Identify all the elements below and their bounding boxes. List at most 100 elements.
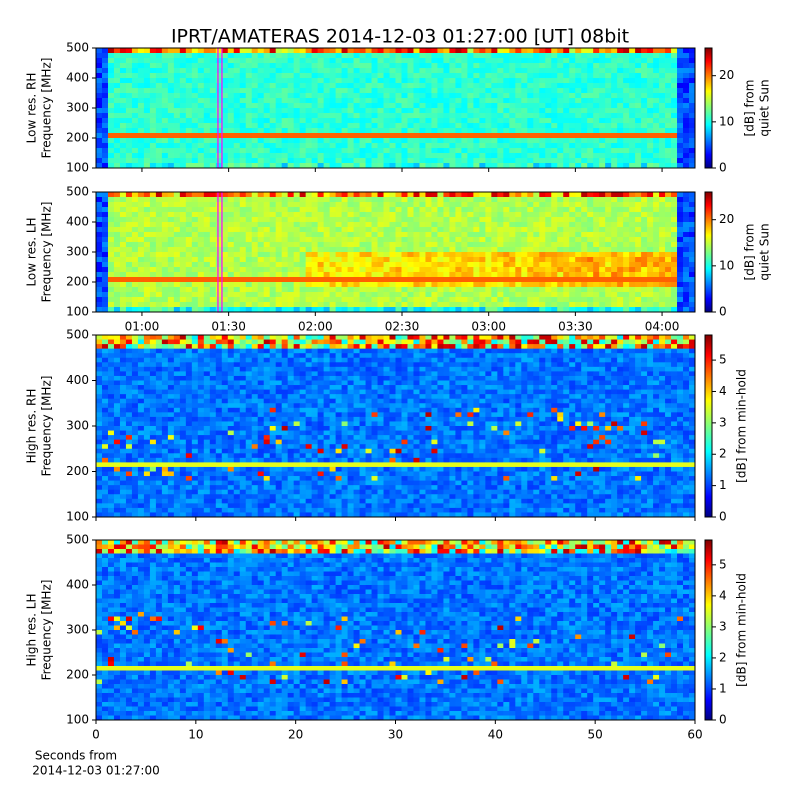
spectrogram-cell: [653, 163, 660, 169]
spectrogram-cell: [341, 163, 348, 169]
spectrogram-cell: [611, 48, 618, 54]
spectrogram-cell: [497, 252, 504, 258]
spectrogram-cell: [401, 257, 408, 263]
spectrogram-cell: [419, 53, 426, 59]
spectrogram-cell: [653, 262, 660, 268]
spectrogram-cell: [401, 68, 408, 74]
spectrogram-cell: [371, 148, 378, 154]
spectrogram-cell: [647, 197, 654, 203]
spectrogram-cell: [131, 282, 139, 288]
spectrogram-cell: [515, 282, 522, 288]
spectrogram-cell: [107, 292, 115, 298]
spectrogram-cell: [311, 237, 319, 243]
spectrogram-cell: [497, 103, 504, 109]
spectrogram-cell: [143, 48, 151, 54]
spectrogram-cell: [641, 232, 648, 238]
x-tick-label: 02:00: [298, 320, 333, 334]
spectrogram-cell: [623, 335, 630, 340]
spectrogram-cell: [215, 207, 223, 213]
spectrogram-cell: [251, 103, 259, 109]
spectrogram-cell: [647, 232, 654, 238]
spectrogram-cell: [173, 227, 181, 233]
spectrogram-cell: [293, 138, 301, 144]
spectrogram-cell: [299, 123, 307, 129]
spectrogram-cell: [653, 242, 660, 248]
spectrogram-cell: [527, 217, 534, 223]
spectrogram-cell: [599, 158, 606, 164]
spectrogram-cell: [617, 277, 624, 283]
spectrogram-cell: [233, 98, 241, 104]
spectrogram-cell: [551, 73, 558, 79]
spectrogram-cell: [677, 118, 684, 124]
spectrogram-cell: [599, 153, 606, 159]
spectrogram-cell: [467, 103, 474, 109]
spectrogram-cell: [197, 272, 205, 278]
spectrogram-cell: [437, 272, 444, 278]
spectrogram-cell: [305, 123, 313, 129]
spectrogram-cell: [419, 277, 426, 283]
spectrogram-cell: [431, 123, 438, 129]
spectrogram-cell: [257, 103, 265, 109]
spectrogram-cell: [263, 212, 271, 218]
spectrogram-cell: [143, 292, 151, 298]
spectrogram-cell: [623, 207, 630, 213]
spectrogram-cell: [551, 222, 558, 228]
spectrogram-cell: [665, 277, 672, 283]
spectrogram-cell: [335, 237, 342, 243]
spectrogram-cell: [96, 232, 103, 238]
spectrogram-cell: [317, 53, 325, 59]
spectrogram-cell: [209, 108, 217, 114]
spectrogram-cell: [323, 202, 331, 208]
spectrogram-cell: [497, 242, 504, 248]
spectrogram-cell: [413, 252, 420, 258]
spectrogram-cell: [293, 93, 301, 99]
spectrogram-cell: [683, 113, 690, 119]
spectrogram-cell: [101, 113, 109, 119]
spectrogram-cell: [323, 212, 331, 218]
spectrogram-cell: [473, 222, 480, 228]
spectrogram-cell: [281, 242, 289, 248]
spectrogram-cell: [503, 93, 510, 99]
spectrogram-cell: [113, 307, 121, 313]
spectrogram-cell: [215, 103, 223, 109]
spectrogram-cell: [659, 138, 666, 144]
spectrogram-cell: [119, 267, 127, 273]
spectrogram-cell: [467, 163, 474, 169]
spectrogram-cell: [287, 78, 295, 84]
spectrogram-cell: [563, 93, 570, 99]
spectrogram-cell: [275, 83, 283, 89]
spectrogram-cell: [527, 267, 534, 273]
spectrogram-cell: [275, 48, 283, 54]
spectrogram-cell: [611, 53, 618, 59]
spectrogram-cell: [587, 138, 594, 144]
spectrogram-cell: [491, 163, 498, 169]
spectrogram-cell: [479, 108, 486, 114]
spectrogram-cell: [563, 103, 570, 109]
spectrogram-cell: [605, 192, 612, 198]
spectrogram-cell: [443, 252, 450, 258]
spectrogram-cell: [485, 138, 492, 144]
spectrogram-cell: [191, 53, 199, 59]
spectrogram-cell: [533, 58, 540, 64]
spectrogram-cell: [581, 252, 588, 258]
spectrogram-cell: [527, 227, 534, 233]
spectrogram-cell: [605, 222, 612, 228]
spectrogram-cell: [689, 53, 696, 59]
spectrogram-cell: [635, 287, 642, 293]
spectrogram-cell: [503, 58, 510, 64]
spectrogram-cell: [293, 307, 301, 313]
spectrogram-cell: [155, 227, 163, 233]
spectrogram-cell: [425, 153, 432, 159]
spectrogram-cell: [587, 133, 594, 139]
spectrogram-cell: [563, 83, 570, 89]
spectrogram-cell: [233, 158, 241, 164]
spectrogram-cell: [191, 237, 199, 243]
spectrogram-cell: [593, 302, 600, 308]
spectrogram-cell: [389, 138, 396, 144]
spectrogram-cell: [527, 58, 534, 64]
spectrogram-cell: [605, 123, 612, 129]
spectrogram-cell: [557, 222, 564, 228]
spectrogram-cell: [329, 232, 336, 238]
spectrogram-cell: [251, 257, 259, 263]
spectrogram-cell: [107, 207, 115, 213]
